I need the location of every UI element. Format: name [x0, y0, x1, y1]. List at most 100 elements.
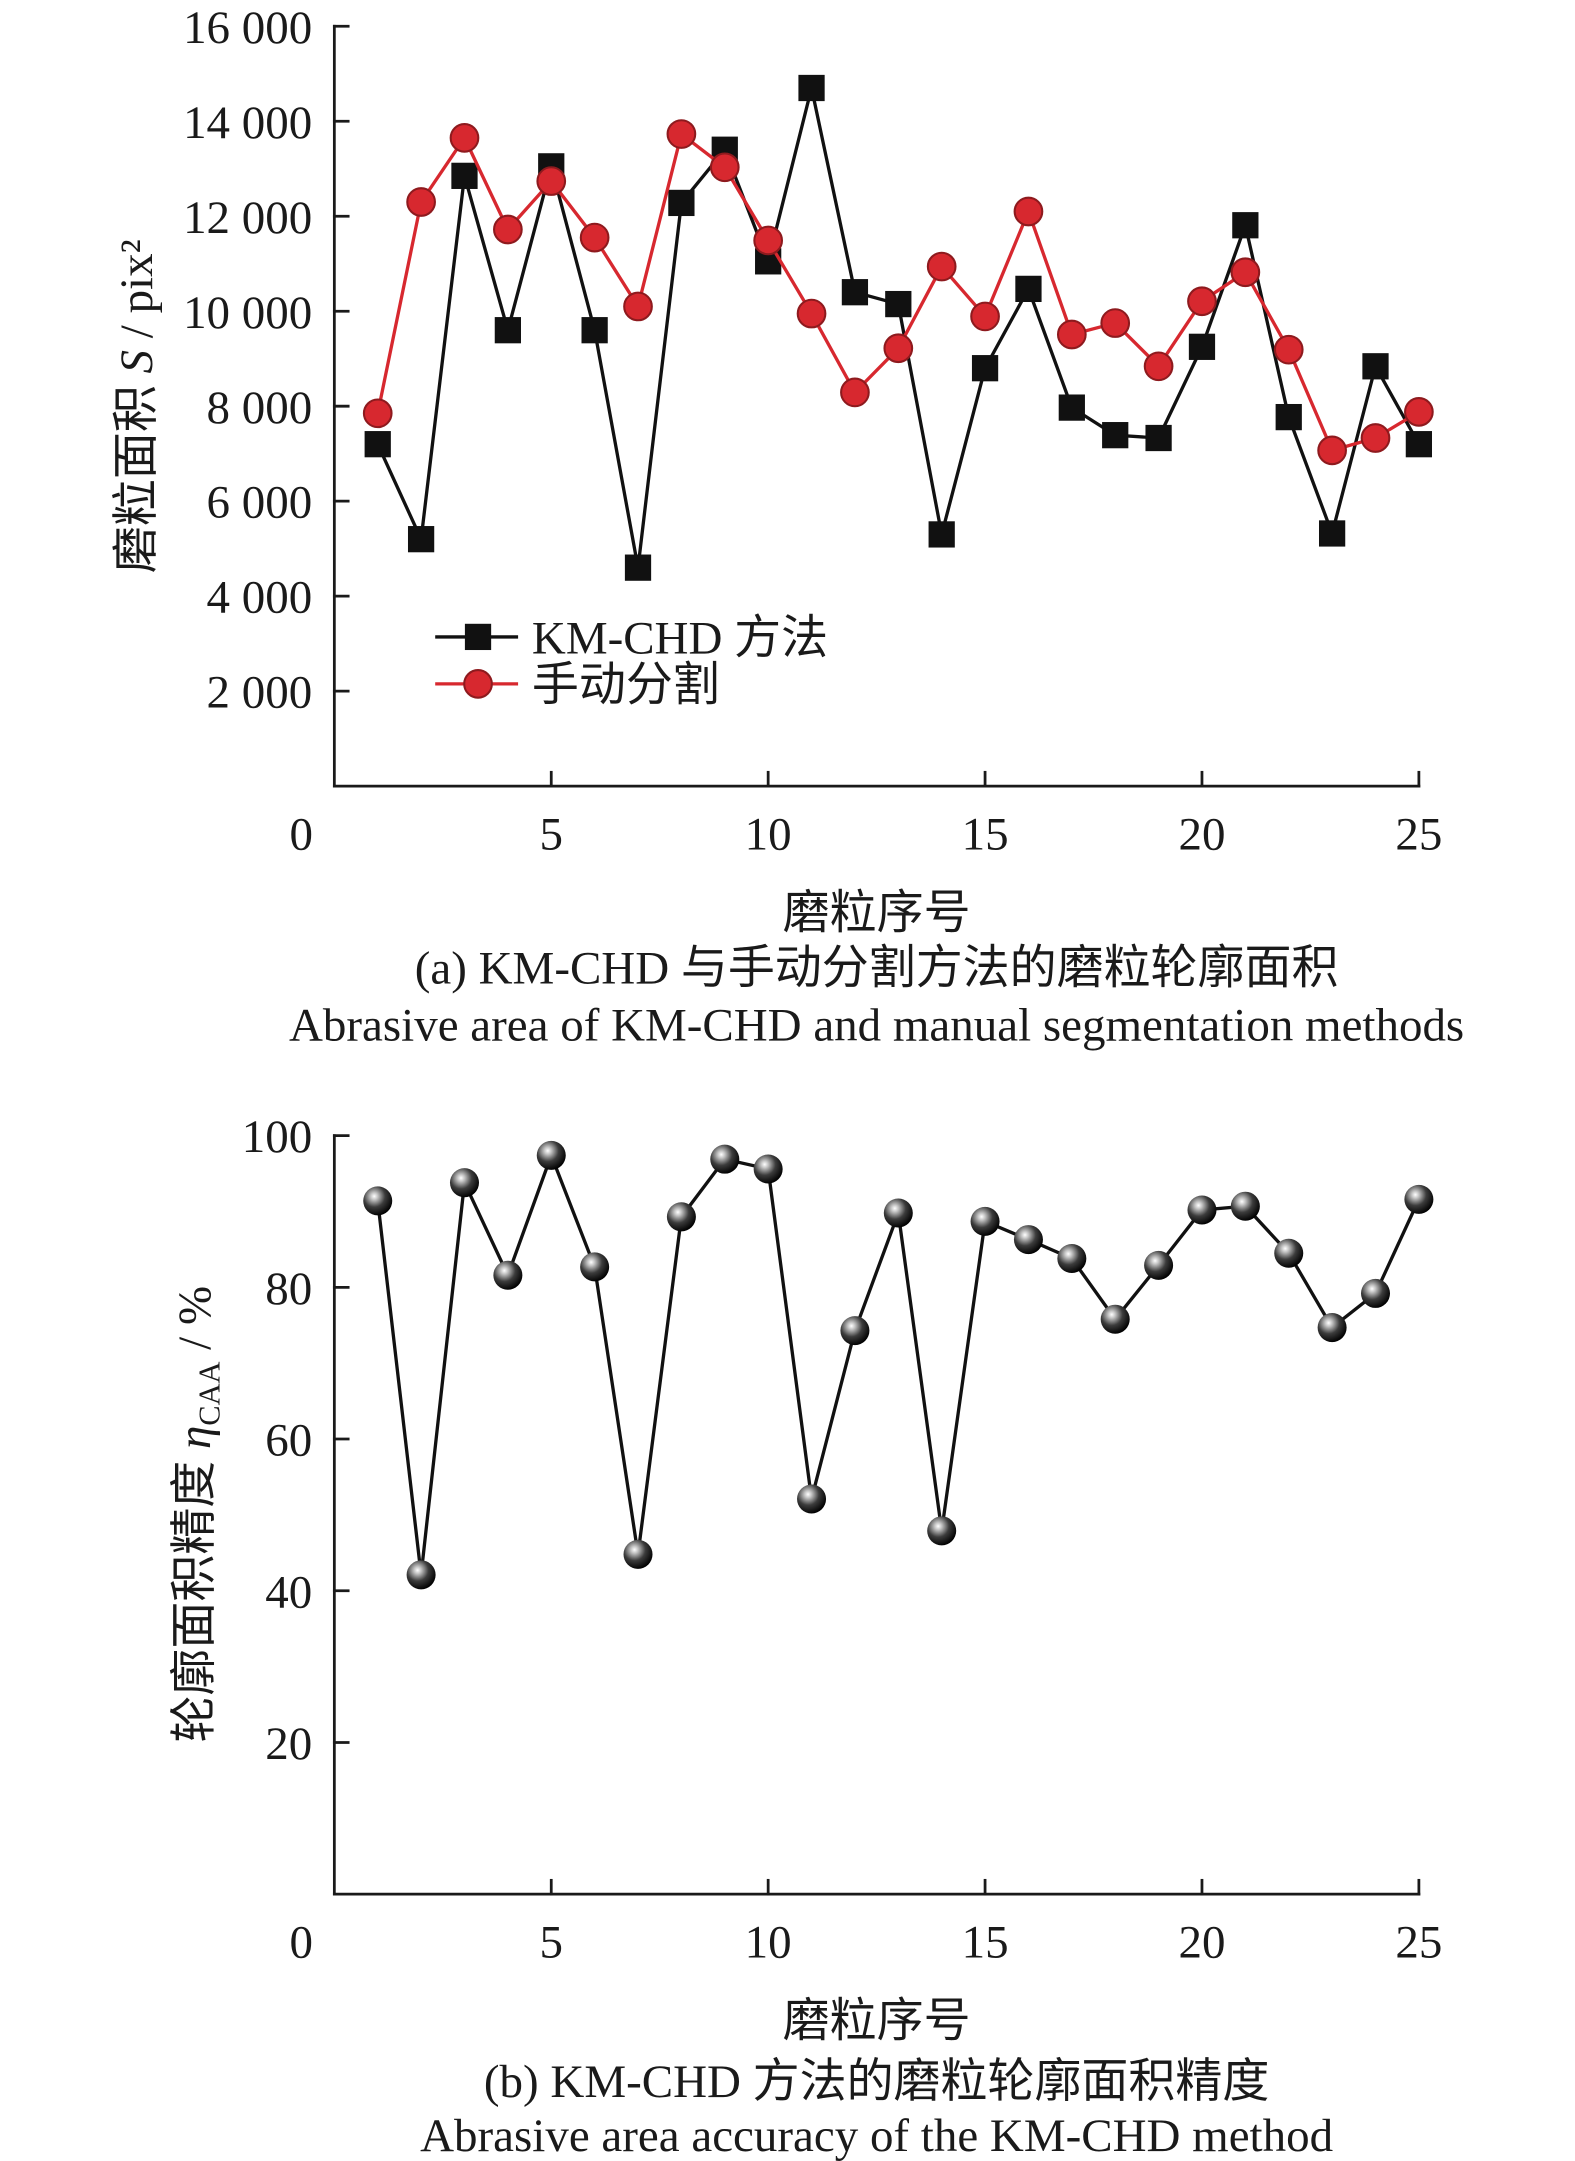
panel-b-accuracy-chart: 0 5 10 15 20 25 20 40 60 80 100 轮廓面积精度 ηCAA / % 磨粒…: [169, 1111, 1442, 2161]
y-tick-label: 6 000: [207, 477, 313, 529]
data-point-sphere: [623, 1539, 653, 1569]
data-point-circle: [1187, 286, 1217, 317]
plot-area: 0 5 10 15 20 25 20 40 60 80 100: [242, 1111, 1443, 1968]
data-point-square: [451, 162, 478, 189]
y-tick-label: 14 000: [183, 97, 312, 149]
y-tick-label: 60: [265, 1415, 312, 1467]
caption-a-chinese: (a) KM-CHD 与手动分割方法的磨粒轮廓面积: [415, 943, 1339, 995]
data-point-circle: [579, 222, 610, 253]
data-point-sphere: [493, 1260, 523, 1290]
data-point-sphere: [1144, 1250, 1174, 1280]
caption-a-english: Abrasive area of KM-CHD and manual segme…: [289, 999, 1464, 1051]
legend-circle-marker: [463, 669, 493, 699]
y-axis-title: 磨粒面积 S / pix²: [111, 239, 163, 573]
data-point-circle: [1143, 351, 1174, 382]
data-point-sphere: [1317, 1313, 1347, 1343]
data-point-circle: [970, 301, 1000, 332]
data-point-square: [1362, 353, 1389, 380]
x-tick-label: 5: [540, 809, 563, 861]
data-point-circle: [1404, 397, 1434, 427]
x-tick-label: 20: [1178, 1917, 1225, 1969]
data-point-sphere: [1274, 1238, 1304, 1268]
data-point-sphere: [536, 1140, 566, 1170]
data-point-sphere: [883, 1198, 913, 1228]
data-point-square: [1232, 212, 1259, 239]
legend-square-marker: [464, 623, 492, 651]
y-tick-label: 20: [265, 1718, 312, 1770]
data-point-circle: [1056, 319, 1087, 350]
plot-area: 0 5 10 15 20 25 2 000 4 000 6 000 8 000 10 000 12 0…: [183, 2, 1442, 861]
y-tick-label: 2 000: [207, 667, 313, 719]
data-point-circle: [883, 333, 914, 364]
data-point-sphere: [797, 1484, 827, 1514]
data-point-circle: [362, 398, 393, 429]
data-point-sphere: [1404, 1184, 1434, 1214]
y-tick-label: 40: [265, 1566, 312, 1618]
data-point-square: [1015, 275, 1042, 303]
data-point-circle: [1273, 334, 1304, 365]
data-point-square: [407, 526, 435, 553]
data-point-circle: [796, 298, 827, 329]
data-point-square: [798, 74, 825, 102]
data-point-square: [928, 521, 955, 548]
legend-label: KM-CHD 方法: [532, 612, 828, 664]
data-point-circle: [926, 251, 957, 282]
data-point-sphere: [927, 1516, 957, 1546]
x-tick-label: 25: [1395, 1917, 1442, 1969]
data-point-circle: [536, 166, 567, 196]
data-point-sphere: [1013, 1225, 1043, 1255]
x-axis-title: 磨粒序号: [783, 887, 971, 939]
series-line: [376, 87, 1421, 568]
data-point-circle: [1230, 257, 1261, 288]
axes: 0 5 10 15 20 25 20 40 60 80 100: [242, 1111, 1443, 1968]
legend-label: 手动分割: [532, 659, 720, 711]
data-point-circle: [1317, 435, 1347, 466]
x-tick-label: 5: [540, 1917, 563, 1969]
data-point-sphere: [1100, 1304, 1130, 1334]
panel-a-area-chart: 0 5 10 15 20 25 2 000 4 000 6 000 8 000 10 000 12 0…: [111, 2, 1464, 1052]
data-point-sphere: [970, 1206, 1000, 1236]
data-point-square: [1188, 333, 1216, 360]
data-point-circle: [1013, 196, 1044, 227]
data-series: [362, 119, 1434, 466]
data-point-sphere: [753, 1154, 783, 1184]
data-point-square: [971, 355, 999, 382]
data-point-square: [668, 189, 695, 217]
data-point-circle: [666, 119, 697, 149]
legend-item-km-chd: KM-CHD 方法: [435, 612, 828, 664]
data-point-circle: [493, 214, 523, 245]
data-point-sphere: [840, 1316, 870, 1346]
data-point-square: [624, 554, 652, 581]
x-tick-label: 0: [289, 1917, 312, 1969]
data-point-square: [1058, 394, 1085, 421]
caption-b-chinese: (b) KM-CHD 方法的磨粒轮廓面积精度: [484, 2056, 1269, 2108]
y-axis-title: 轮廓面积精度 ηCAA / %: [169, 1286, 227, 1743]
x-tick-label: 15: [962, 1917, 1009, 1969]
data-point-square: [364, 431, 391, 458]
data-point-sphere: [1057, 1244, 1087, 1274]
data-point-circle: [406, 187, 436, 217]
data-point-sphere: [666, 1202, 696, 1232]
data-point-square: [841, 279, 869, 306]
y-tick-label: 8 000: [207, 382, 313, 434]
y-tick-label: 10 000: [183, 287, 312, 339]
x-tick-label: 20: [1178, 809, 1225, 861]
legend-item-manual-segmentation: 手动分割: [435, 659, 720, 711]
x-tick-label: 10: [745, 809, 792, 861]
y-tick-label: 80: [265, 1263, 312, 1315]
caption-b-english: Abrasive area accuracy of the KM-CHD met…: [420, 2110, 1333, 2161]
data-point-square: [494, 317, 521, 344]
data-series: [363, 1140, 1434, 1590]
data-point-circle: [753, 225, 784, 256]
data-point-square: [885, 290, 912, 318]
data-point-sphere: [1360, 1278, 1391, 1308]
data-point-sphere: [363, 1186, 393, 1216]
data-point-circle: [1100, 308, 1131, 338]
data-point-circle: [840, 377, 870, 408]
data-point-square: [1405, 431, 1433, 458]
data-point-circle: [449, 123, 480, 153]
data-point-square: [1275, 403, 1302, 431]
data-point-sphere: [710, 1144, 740, 1174]
data-point-circle: [709, 152, 740, 183]
